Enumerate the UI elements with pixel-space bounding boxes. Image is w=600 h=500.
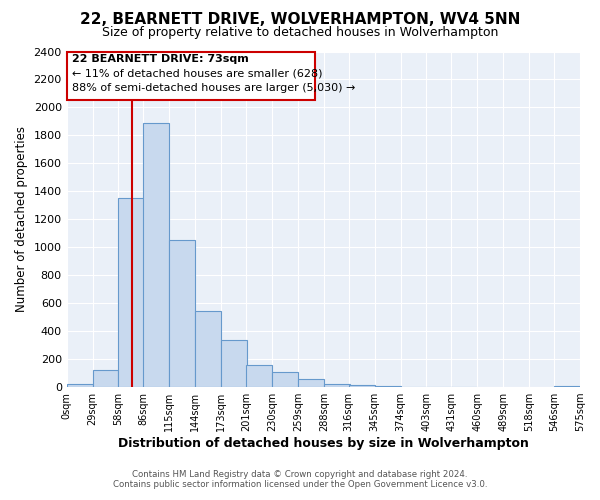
FancyBboxPatch shape	[67, 52, 315, 100]
Bar	[554, 386, 580, 387]
Bar	[246, 364, 272, 387]
Bar	[143, 123, 169, 387]
Bar	[169, 240, 195, 387]
Bar	[324, 384, 350, 387]
Y-axis label: Number of detached properties: Number of detached properties	[15, 126, 28, 312]
Text: 22 BEARNETT DRIVE: 73sqm: 22 BEARNETT DRIVE: 73sqm	[72, 54, 249, 64]
Text: ← 11% of detached houses are smaller (628): ← 11% of detached houses are smaller (62…	[72, 68, 323, 78]
Text: Size of property relative to detached houses in Wolverhampton: Size of property relative to detached ho…	[102, 26, 498, 39]
Bar	[349, 384, 374, 387]
Bar	[67, 384, 92, 387]
Text: 22, BEARNETT DRIVE, WOLVERHAMPTON, WV4 5NN: 22, BEARNETT DRIVE, WOLVERHAMPTON, WV4 5…	[80, 12, 520, 28]
Bar	[298, 380, 324, 387]
Bar	[92, 370, 118, 387]
Bar	[195, 311, 221, 387]
Text: Contains HM Land Registry data © Crown copyright and database right 2024.
Contai: Contains HM Land Registry data © Crown c…	[113, 470, 487, 489]
Bar	[374, 386, 401, 387]
Bar	[118, 198, 145, 387]
Bar	[272, 372, 298, 387]
X-axis label: Distribution of detached houses by size in Wolverhampton: Distribution of detached houses by size …	[118, 437, 529, 450]
Text: 88% of semi-detached houses are larger (5,030) →: 88% of semi-detached houses are larger (…	[72, 84, 355, 94]
Bar	[221, 340, 247, 387]
